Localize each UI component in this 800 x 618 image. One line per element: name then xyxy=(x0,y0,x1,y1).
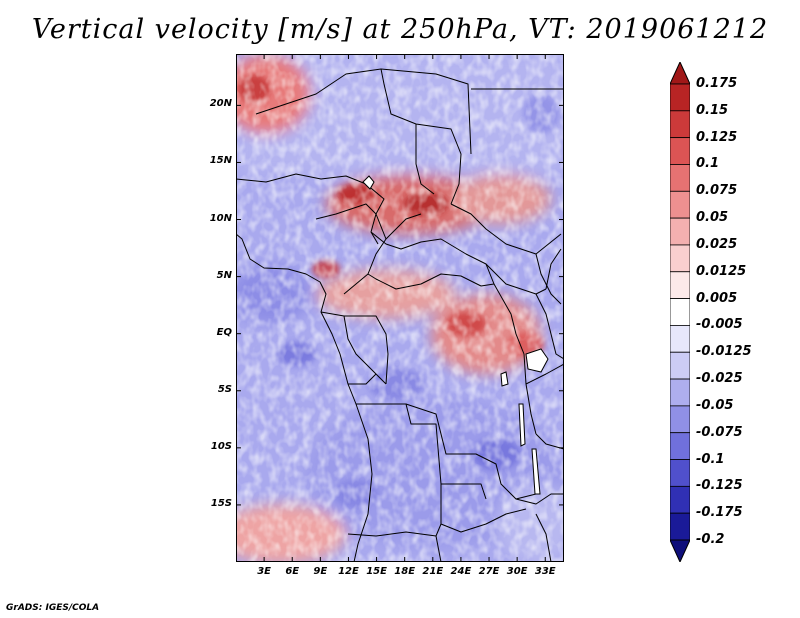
lon-tick-label: 9E xyxy=(313,566,328,577)
colorbar-label: 0.125 xyxy=(696,129,738,145)
plot-title: Vertical velocity [m/s] at 250hPa, VT: 2… xyxy=(31,14,769,45)
lat-tick-label: 10N xyxy=(209,212,232,224)
colorbar-label: -0.005 xyxy=(696,317,743,333)
colorbar-box xyxy=(670,512,690,541)
lon-tick-label: 15E xyxy=(366,566,387,577)
lon-tick-label: 24E xyxy=(450,566,472,577)
colorbar-label: 0.0125 xyxy=(696,263,747,279)
colorbar-box xyxy=(670,485,690,514)
colorbar-label: -0.125 xyxy=(696,478,743,494)
colorbar-label: -0.0125 xyxy=(696,344,752,360)
lat-tick-label: 15S xyxy=(210,497,232,509)
grads-credit: GrADS: IGES/COLA xyxy=(6,603,100,613)
colorbar-label: -0.075 xyxy=(696,424,743,440)
colorbar-box xyxy=(670,137,690,165)
colorbar-box xyxy=(670,83,690,112)
colorbar-box xyxy=(670,110,690,139)
lon-tick-label: 6E xyxy=(285,566,300,577)
colorbar-label: -0.1 xyxy=(696,451,725,467)
lon-tick-label: 12E xyxy=(338,566,359,577)
colorbar-bottom-arrow xyxy=(670,539,690,562)
colorbar-label: 0.005 xyxy=(696,290,738,306)
lat-tick-label: 10S xyxy=(210,440,232,452)
colorbar xyxy=(670,62,690,562)
lon-tick-label: 21E xyxy=(422,566,444,577)
lat-tick-label: 5N xyxy=(216,269,232,281)
colorbar-label: 0.15 xyxy=(696,102,729,118)
lakes xyxy=(362,175,549,495)
colorbar-box xyxy=(670,190,690,219)
map-frame xyxy=(236,54,564,562)
colorbar-box xyxy=(670,405,690,434)
lon-tick-label: 3E xyxy=(257,566,271,577)
colorbar-box xyxy=(670,271,690,299)
colorbar-box xyxy=(670,378,690,407)
colorbar-label: -0.025 xyxy=(696,371,743,387)
lon-tick-label: 27E xyxy=(478,566,500,577)
colorbar-label: -0.05 xyxy=(696,397,734,413)
colorbar-label: 0.025 xyxy=(696,236,738,252)
lon-tick-label: 30E xyxy=(506,566,528,577)
lat-tick-label: 5S xyxy=(217,383,232,395)
colorbar-box xyxy=(670,244,690,273)
lat-tick-label: EQ xyxy=(216,326,232,338)
map-panel xyxy=(236,54,564,562)
colorbar-label: 0.075 xyxy=(696,183,738,199)
colorbar-label: 0.175 xyxy=(696,76,738,91)
lat-tick-label: 15N xyxy=(209,155,232,167)
colorbar-box xyxy=(670,217,690,246)
colorbar-label: -0.2 xyxy=(696,532,725,547)
colorbar-top-arrow xyxy=(670,62,690,85)
colorbar-box xyxy=(670,459,690,487)
country-borders xyxy=(236,68,564,562)
colorbar-box xyxy=(670,432,690,460)
colorbar-box xyxy=(670,351,690,380)
lon-tick-label: 33E xyxy=(534,566,556,577)
colorbar-label: 0.05 xyxy=(696,210,729,226)
field-texture xyxy=(236,54,564,562)
colorbar-label: 0.1 xyxy=(696,156,720,172)
colorbar-box xyxy=(670,325,690,353)
colorbar-box xyxy=(670,164,690,192)
colorbar-box xyxy=(670,298,690,326)
velocity-map xyxy=(236,54,564,562)
colorbar-label: -0.175 xyxy=(696,505,743,521)
lat-tick-label: 20N xyxy=(209,98,232,110)
lon-tick-label: 18E xyxy=(394,566,416,577)
